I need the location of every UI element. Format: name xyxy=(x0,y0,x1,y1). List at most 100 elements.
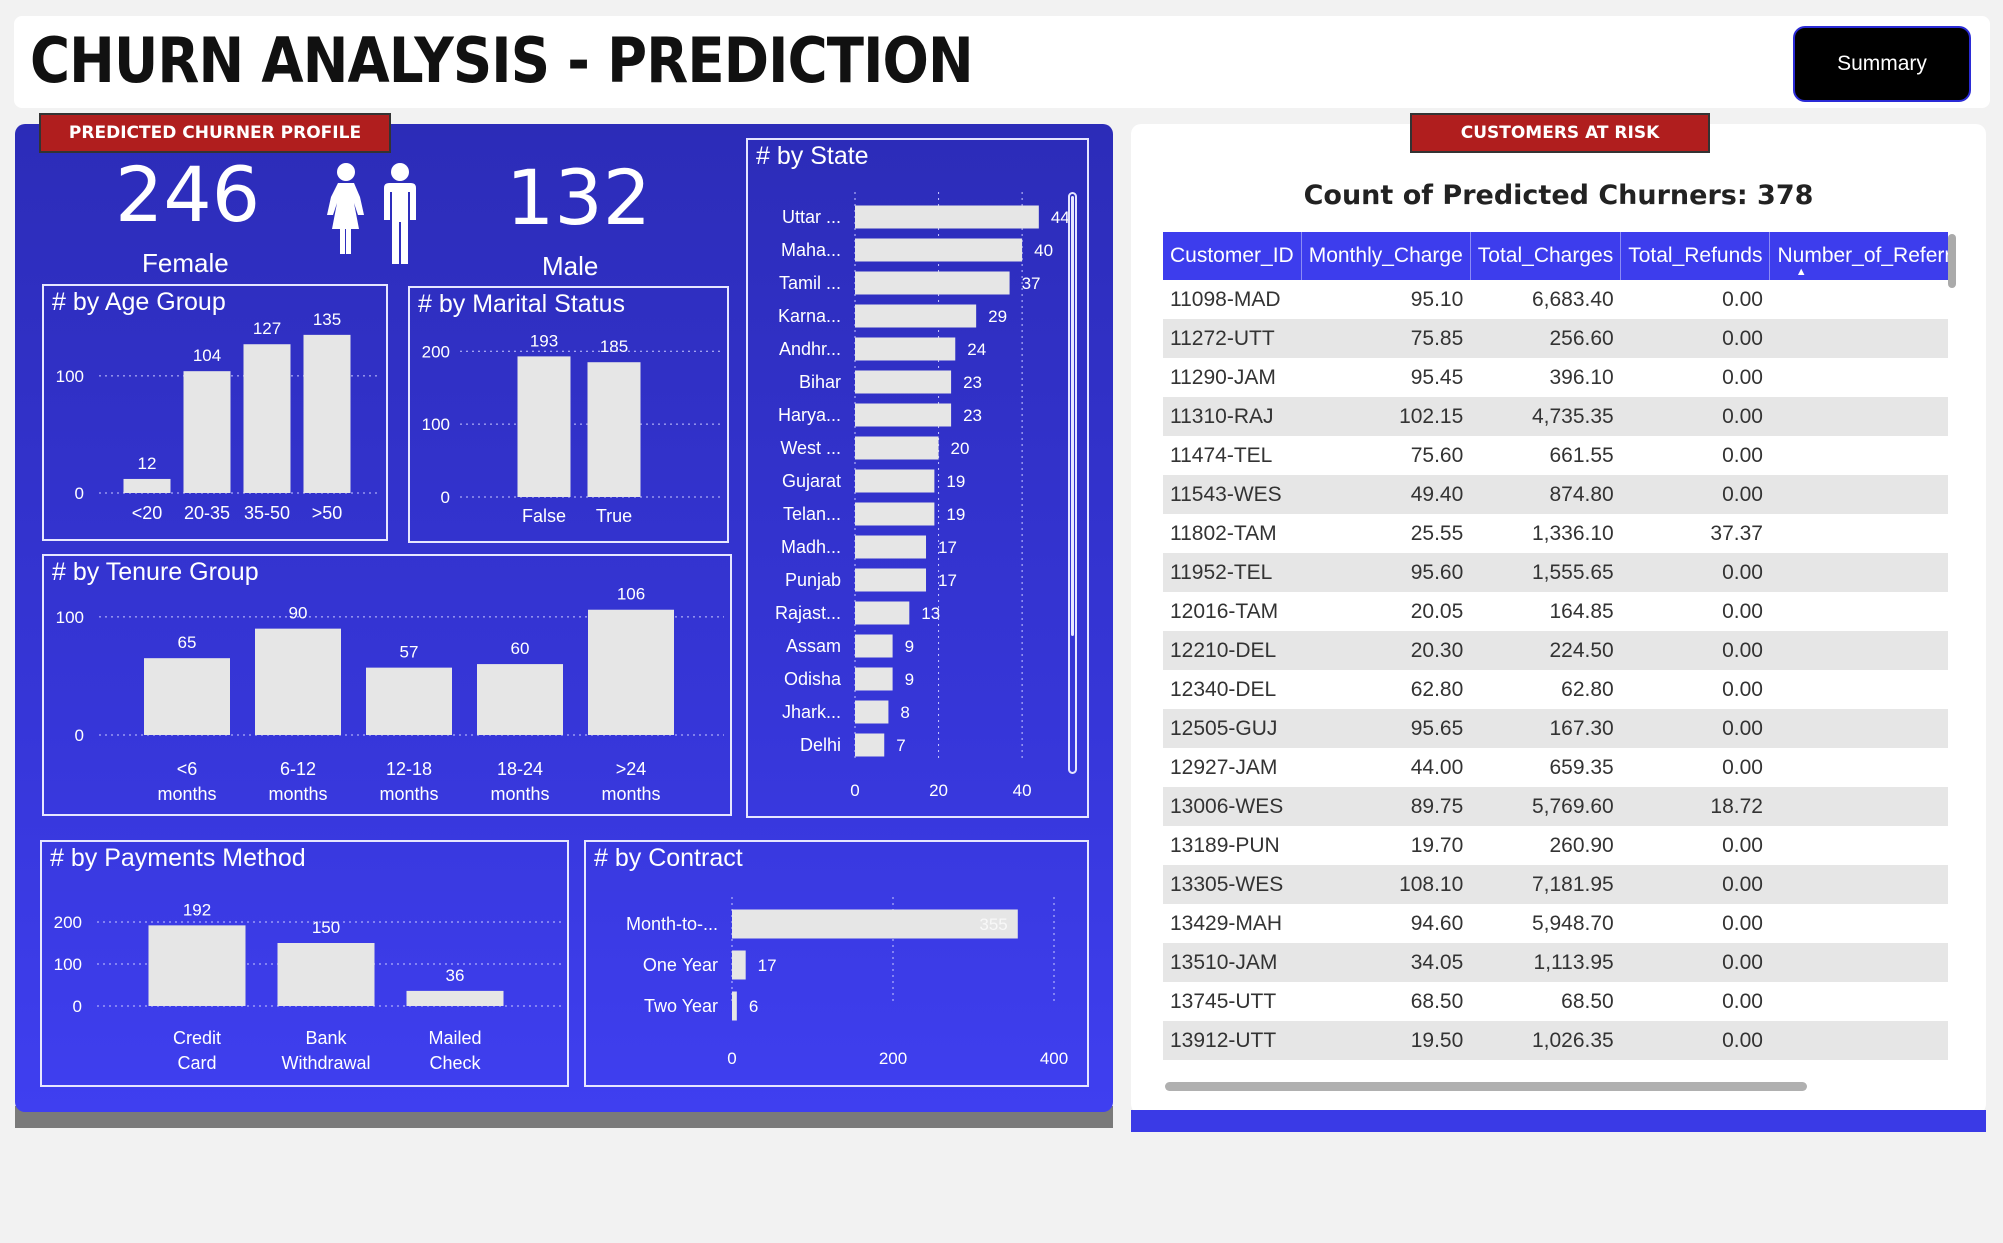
y-tick-label: 100 xyxy=(56,367,84,386)
bar-mailed-check xyxy=(406,990,504,1006)
age-chart-title: # by Age Group xyxy=(52,288,226,316)
summary-button[interactable]: Summary xyxy=(1793,26,1971,102)
male-figure xyxy=(384,183,416,264)
table-row[interactable]: 12927-JAM 44.00 659.35 0.00 xyxy=(1163,748,1948,787)
tenure-group-chart: # by Tenure Group 0 100 65 <6 months 90 6-12 mo… xyxy=(42,554,732,816)
state-chart-title: # by State xyxy=(756,142,869,170)
data-label: 36 xyxy=(446,966,465,985)
table-row[interactable]: 13510-JAM 34.05 1,113.95 0.00 xyxy=(1163,943,1948,982)
table-cell-number-of-referral xyxy=(1769,826,1948,865)
x-tick-label: 6-12 months xyxy=(268,759,327,804)
y-tick-label: 0 xyxy=(73,997,82,1016)
state-chart-plot: 0 20 40 Uttar ... 44 Maha... 40 Tamil ... 37 Karn… xyxy=(775,192,1070,800)
data-label: 57 xyxy=(400,643,419,662)
column-header-total-charges[interactable]: Total_Charges xyxy=(1470,232,1622,280)
table-cell-total-refunds: 0.00 xyxy=(1620,826,1770,865)
column-header-total-refunds[interactable]: Total_Refunds xyxy=(1620,232,1771,280)
male-head xyxy=(391,163,409,181)
table-row[interactable]: 13189-PUN 19.70 260.90 0.00 xyxy=(1163,826,1948,865)
table-cell-monthly-charge: 68.50 xyxy=(1301,982,1471,1021)
marital-chart-title: # by Marital Status xyxy=(418,290,626,318)
table-cell-number-of-referral xyxy=(1769,748,1948,787)
table-header-row: Customer_ID Monthly_Charge Total_Charges To… xyxy=(1163,232,1948,280)
table-row[interactable]: 11543-WES 49.40 874.80 0.00 xyxy=(1163,475,1948,514)
table-row[interactable]: 12505-GUJ 95.65 167.30 0.00 xyxy=(1163,709,1948,748)
table-cell-monthly-charge: 34.05 xyxy=(1301,943,1471,982)
table-cell-customer-id: 11543-WES xyxy=(1163,475,1302,514)
table-cell-total-refunds: 0.00 xyxy=(1620,904,1770,943)
table-row[interactable]: 12210-DEL 20.30 224.50 0.00 xyxy=(1163,631,1948,670)
bar-20-35 xyxy=(183,371,231,493)
table-cell-total-charges: 224.50 xyxy=(1470,631,1621,670)
table-cell-customer-id: 13912-UTT xyxy=(1163,1021,1302,1060)
table-cell-number-of-referral xyxy=(1769,904,1948,943)
table-body: 11098-MAD 95.10 6,683.40 0.00 11272-UTT 75.85… xyxy=(1163,280,1948,1060)
bar-credit-card xyxy=(148,925,246,1006)
table-cell-customer-id: 11802-TAM xyxy=(1163,514,1302,553)
column-header-number-of-referral[interactable]: Number_of_Referral▲ xyxy=(1769,232,1948,280)
table-cell-total-refunds: 0.00 xyxy=(1620,748,1770,787)
table-row[interactable]: 11272-UTT 75.85 256.60 0.00 xyxy=(1163,319,1948,358)
table-cell-number-of-referral xyxy=(1769,865,1948,904)
table-row[interactable]: 11310-RAJ 102.15 4,735.35 0.00 xyxy=(1163,397,1948,436)
state-chart-scrollbar[interactable] xyxy=(1068,192,1077,774)
state-scroll-thumb[interactable] xyxy=(1071,196,1074,636)
bar-12-18-months xyxy=(366,667,452,735)
table-cell-total-refunds: 0.00 xyxy=(1620,436,1770,475)
table-row[interactable]: 12016-TAM 20.05 164.85 0.00 xyxy=(1163,592,1948,631)
table-row[interactable]: 13429-MAH 94.60 5,948.70 0.00 xyxy=(1163,904,1948,943)
bar-gujarat xyxy=(855,469,935,493)
data-label: 104 xyxy=(193,346,221,365)
tenure-chart-plot: 0 100 65 <6 months 90 6-12 months 57 12-18 months 6… xyxy=(56,585,724,804)
table-cell-total-charges: 874.80 xyxy=(1470,475,1621,514)
table-cell-total-refunds: 0.00 xyxy=(1620,358,1770,397)
x-tick-label: 20-35 xyxy=(184,503,230,523)
y-category-label: Rajast... xyxy=(775,603,841,623)
table-cell-number-of-referral xyxy=(1769,670,1948,709)
table-cell-number-of-referral xyxy=(1769,943,1948,982)
bar-bihar xyxy=(855,370,952,394)
table-row[interactable]: 11474-TEL 75.60 661.55 0.00 xyxy=(1163,436,1948,475)
risk-tag: CUSTOMERS AT RISK xyxy=(1410,113,1710,153)
data-label: 17 xyxy=(938,571,957,590)
bar--6-months xyxy=(144,658,230,735)
table-row[interactable]: 13305-WES 108.10 7,181.95 0.00 xyxy=(1163,865,1948,904)
table-row[interactable]: 11290-JAM 95.45 396.10 0.00 xyxy=(1163,358,1948,397)
table-row[interactable]: 11098-MAD 95.10 6,683.40 0.00 xyxy=(1163,280,1948,319)
table-cell-total-refunds: 0.00 xyxy=(1620,475,1770,514)
table-cell-total-charges: 5,769.60 xyxy=(1470,787,1621,826)
table-row[interactable]: 13912-UTT 19.50 1,026.35 0.00 xyxy=(1163,1021,1948,1060)
table-cell-total-refunds: 0.00 xyxy=(1620,397,1770,436)
table-row[interactable]: 11952-TEL 95.60 1,555.65 0.00 xyxy=(1163,553,1948,592)
data-label: 20 xyxy=(951,439,970,458)
column-header-monthly-charge[interactable]: Monthly_Charge xyxy=(1301,232,1471,280)
table-cell-monthly-charge: 95.45 xyxy=(1301,358,1471,397)
female-head xyxy=(337,163,355,181)
column-header-customer-id[interactable]: Customer_ID xyxy=(1163,232,1302,280)
data-label: 7 xyxy=(896,736,905,755)
table-vertical-scrollbar[interactable] xyxy=(1948,234,1956,288)
female-count: 246 xyxy=(115,150,261,239)
bar-odisha xyxy=(855,667,893,691)
header-bar xyxy=(14,16,1990,108)
bar-month-to- xyxy=(732,909,1018,939)
table-row[interactable]: 12340-DEL 62.80 62.80 0.00 xyxy=(1163,670,1948,709)
data-label: 8 xyxy=(900,703,909,722)
data-label: 192 xyxy=(183,900,211,919)
table-row[interactable]: 11802-TAM 25.55 1,336.10 37.37 xyxy=(1163,514,1948,553)
y-category-label: Two Year xyxy=(644,996,718,1016)
table-row[interactable]: 13745-UTT 68.50 68.50 0.00 xyxy=(1163,982,1948,1021)
state-chart: # by State 0 20 40 Uttar ... 44 Maha... 40 Tami… xyxy=(746,138,1089,818)
table-cell-monthly-charge: 75.60 xyxy=(1301,436,1471,475)
data-label: 37 xyxy=(1022,274,1041,293)
data-label: 150 xyxy=(312,918,340,937)
sort-ascending-icon[interactable]: ▲ xyxy=(1795,266,1807,278)
table-cell-monthly-charge: 20.30 xyxy=(1301,631,1471,670)
table-cell-total-charges: 68.50 xyxy=(1470,982,1621,1021)
table-row[interactable]: 13006-WES 89.75 5,769.60 18.72 xyxy=(1163,787,1948,826)
y-category-label: Odisha xyxy=(784,669,842,689)
data-label: 19 xyxy=(946,505,965,524)
table-cell-number-of-referral xyxy=(1769,553,1948,592)
table-cell-customer-id: 13429-MAH xyxy=(1163,904,1302,943)
table-horizontal-scrollbar[interactable] xyxy=(1165,1082,1807,1091)
